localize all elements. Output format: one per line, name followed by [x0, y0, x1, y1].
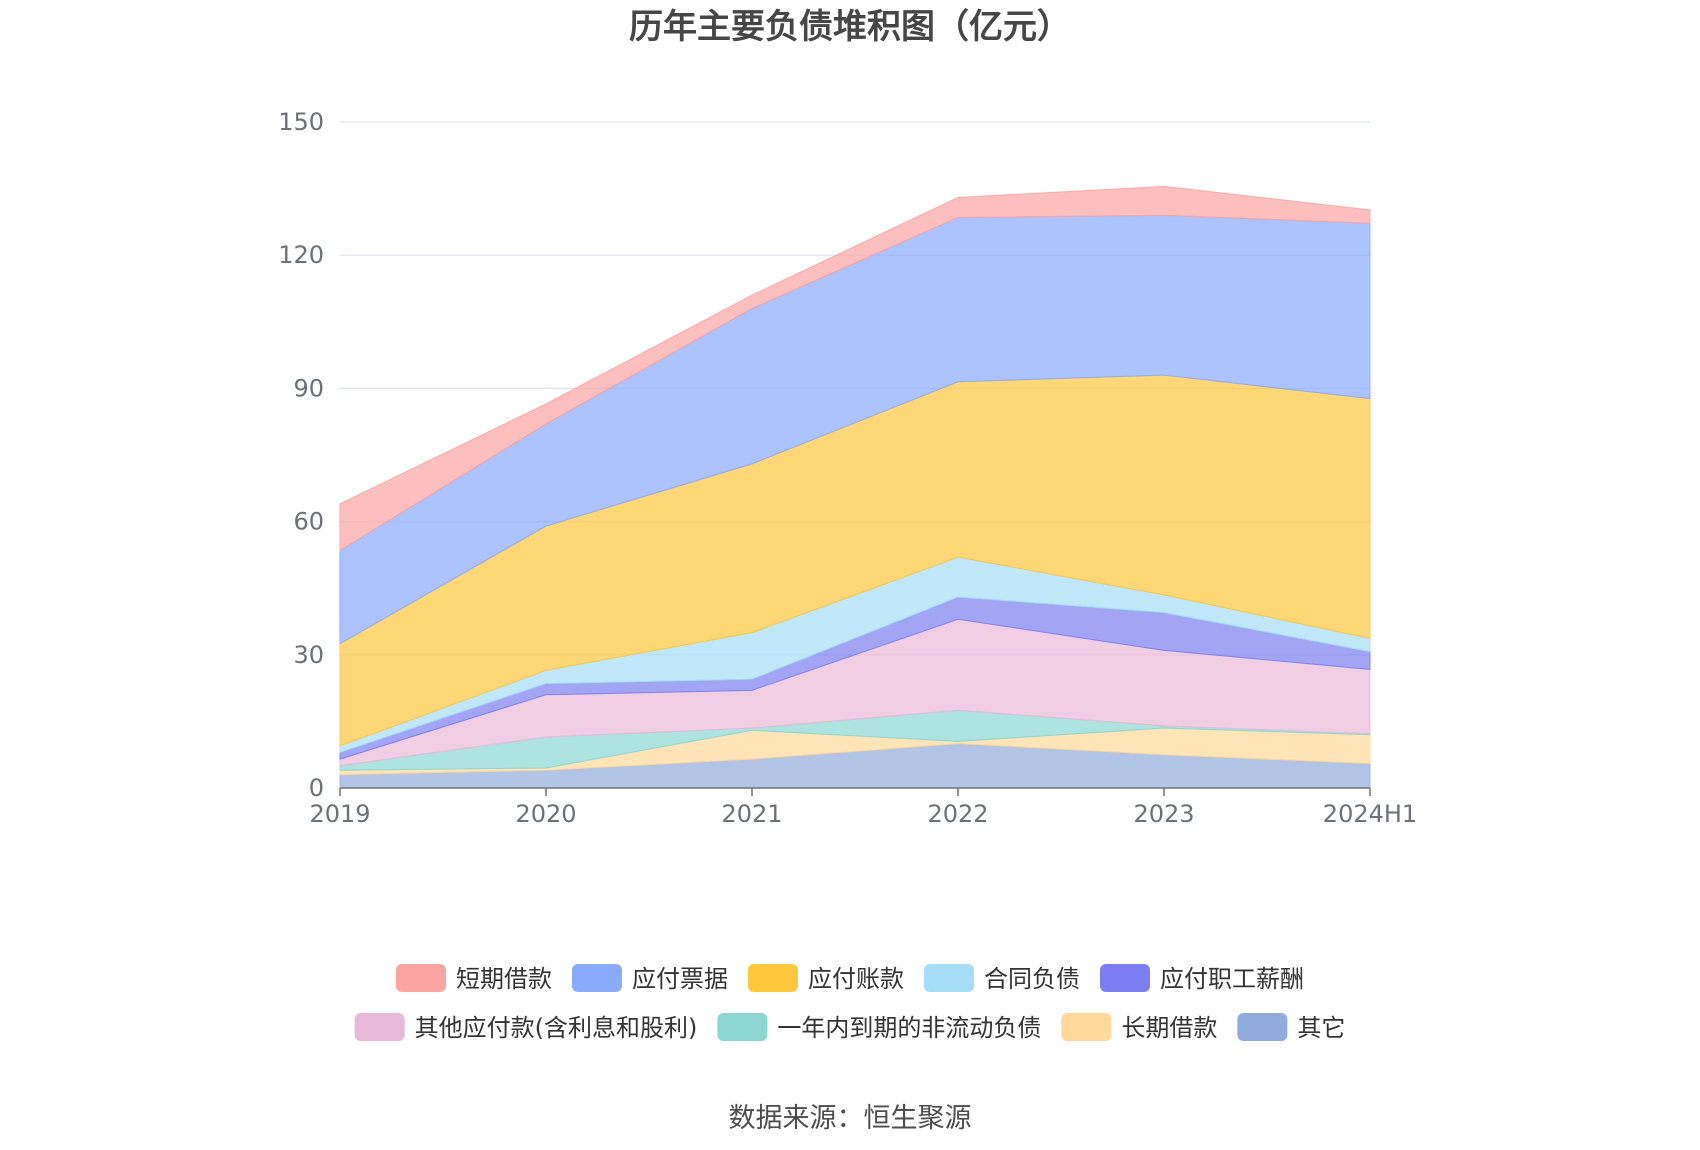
legend-swatch	[924, 964, 974, 992]
x-tick-label: 2020	[515, 800, 576, 828]
legend-item[interactable]: 应付职工薪酬	[1100, 964, 1304, 993]
x-tick-label: 2022	[927, 800, 988, 828]
legend-swatch	[748, 964, 798, 992]
y-tick-label: 150	[278, 108, 324, 136]
legend-swatch	[354, 1013, 405, 1041]
x-tick-label: 2021	[721, 800, 782, 828]
legend-label: 其他应付款(含利息和股利)	[415, 1014, 698, 1042]
legend-swatch	[396, 964, 446, 992]
legend-swatch	[1061, 1013, 1112, 1041]
legend-label: 短期借款	[456, 965, 552, 993]
legend-item[interactable]: 应付账款	[748, 964, 904, 993]
y-tick-label: 30	[293, 641, 324, 669]
legend-swatch	[1100, 964, 1150, 992]
y-tick-label: 90	[293, 374, 324, 402]
area-短期借款	[339, 185, 1371, 552]
legend-label: 应付职工薪酬	[1160, 965, 1304, 993]
x-tick-label: 2023	[1133, 800, 1194, 828]
legend-item[interactable]: 合同负债	[924, 964, 1080, 993]
legend-item[interactable]: 其他应付款(含利息和股利)	[354, 1013, 698, 1042]
legend-label: 应付票据	[632, 965, 728, 993]
legend-label: 合同负债	[984, 965, 1080, 993]
chart-title: 历年主要负债堆积图（亿元）	[629, 7, 1071, 47]
legend-swatch	[572, 964, 622, 992]
legend-swatch	[1237, 1013, 1288, 1041]
legend-item[interactable]: 短期借款	[396, 964, 552, 993]
legend-label: 应付账款	[808, 965, 904, 993]
legend-label: 其它	[1297, 1014, 1345, 1042]
x-tick-label: 2019	[309, 800, 370, 828]
legend-label: 长期借款	[1121, 1014, 1217, 1042]
legend-item[interactable]: 其它	[1237, 1013, 1345, 1042]
legend-item[interactable]: 一年内到期的非流动负债	[717, 1013, 1041, 1042]
legend-item[interactable]: 应付票据	[572, 964, 728, 993]
area-series	[339, 185, 1371, 789]
axes: 0 30 60 90 120 150 2019 2020 2021 2022 2023 2024H1	[278, 108, 1417, 828]
legend-swatch	[717, 1013, 768, 1041]
legend-item[interactable]: 长期借款	[1061, 1013, 1217, 1042]
data-source-note: 数据来源：恒生聚源	[729, 1103, 972, 1134]
y-tick-label: 60	[293, 508, 324, 536]
legend-label: 一年内到期的非流动负债	[777, 1014, 1041, 1042]
y-tick-label: 0	[309, 774, 324, 802]
x-tick-label: 2024H1	[1323, 800, 1417, 828]
y-tick-label: 120	[278, 241, 324, 269]
